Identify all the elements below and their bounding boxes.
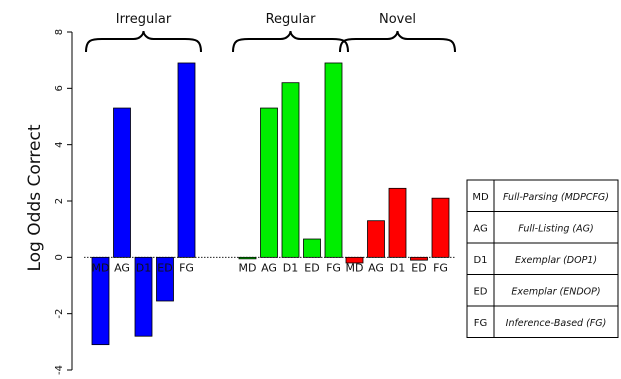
group-bracket (339, 30, 456, 53)
category-label: AG (368, 261, 384, 274)
bar-novel-ed (410, 256, 428, 261)
group-label: Novel (379, 12, 416, 27)
legend-key: FG (474, 318, 488, 329)
y-tick-label: 8 (54, 29, 65, 35)
legend-description: Exemplar (ENDOP) (511, 286, 600, 297)
bar-novel-fg (431, 197, 450, 258)
category-label: AG (114, 261, 130, 274)
legend-key: AG (473, 223, 487, 234)
bar-irregular-fg (177, 62, 196, 258)
group-bracket (232, 30, 349, 53)
category-label: MD (346, 261, 364, 274)
bar-regular-ag (260, 107, 278, 258)
group-label: Regular (266, 12, 317, 27)
y-axis: -4 -2 0 2 4 6 8 (54, 29, 73, 375)
legend-key: ED (473, 286, 487, 297)
y-tick-label: 2 (54, 198, 65, 204)
category-label: FG (326, 261, 341, 274)
legend-border (466, 179, 619, 338)
category-label: FG (179, 261, 194, 274)
bar-regular-fg (324, 62, 343, 258)
category-label: FG (433, 261, 448, 274)
category-label: MD (239, 261, 257, 274)
bar-irregular-md (91, 256, 110, 346)
category-label: D1 (390, 261, 405, 274)
legend-key: MD (472, 192, 489, 203)
group-brackets-layer: Irregular Regular Novel (85, 12, 456, 53)
bar-regular-d1 (281, 82, 300, 258)
bar-irregular-ed (156, 256, 174, 302)
category-label: ED (411, 261, 426, 274)
category-label: D1 (283, 261, 298, 274)
category-label: ED (157, 261, 172, 274)
category-label: ED (304, 261, 319, 274)
category-label: D1 (136, 261, 151, 274)
bar-novel-d1 (388, 187, 407, 258)
legend-table: MD Full-Parsing (MDPCFG) AG Full-Listing (A… (466, 179, 619, 338)
y-tick-label: 6 (54, 85, 65, 91)
legend-description: Inference-Based (FG) (506, 318, 607, 329)
bar-regular-ed (303, 238, 321, 258)
y-tick-label: 0 (54, 254, 65, 260)
y-tick-label: -2 (54, 309, 65, 319)
category-label: MD (92, 261, 110, 274)
bar-novel-md (345, 256, 364, 264)
y-tick-label: -4 (54, 365, 65, 375)
y-tick-label: 4 (54, 141, 65, 147)
bar-novel-ag (367, 220, 385, 258)
group-bracket (85, 30, 202, 53)
category-labels-layer: MD AG D1 ED FG MD AG D1 ED FG MD AG D1 ED FG (92, 261, 448, 274)
bar-irregular-d1 (134, 256, 153, 337)
y-axis-title: Log Odds Correct (25, 124, 45, 271)
category-label: AG (261, 261, 277, 274)
legend-description: Full-Listing (AG) (518, 223, 593, 234)
legend-description: Full-Parsing (MDPCFG) (503, 192, 609, 203)
bar-irregular-ag (113, 107, 131, 258)
legend-key: D1 (473, 255, 487, 266)
bar-regular-md (238, 256, 257, 260)
legend-description: Exemplar (DOP1) (515, 255, 597, 266)
group-label: Irregular (116, 12, 172, 27)
bars-layer (91, 62, 450, 346)
